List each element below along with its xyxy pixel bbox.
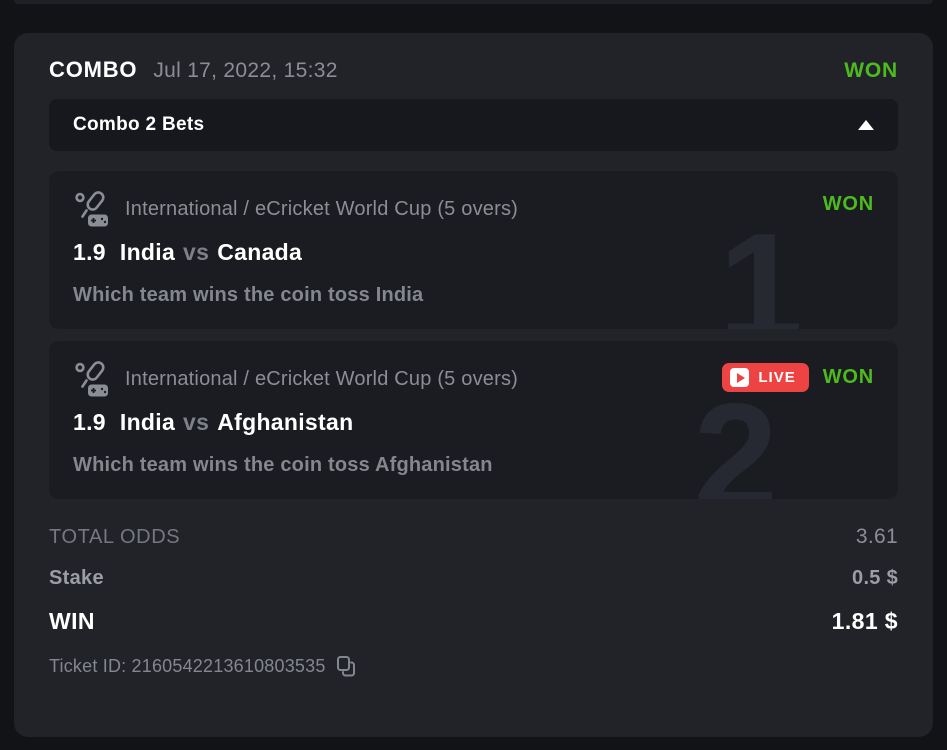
esports-cricket-icon <box>75 361 108 397</box>
match-row: 1.9 India vs Afghanistan <box>73 409 874 436</box>
live-badge: LIVE <box>722 363 809 392</box>
away-team: Canada <box>217 239 303 265</box>
bet-ticket-card: COMBO Jul 17, 2022, 15:32 WON Combo 2 Be… <box>14 33 933 737</box>
league-row: International / eCricket World Cup (5 ov… <box>73 361 874 397</box>
previous-card-edge <box>14 0 933 4</box>
market-label: Which team wins the coin toss Afghanista… <box>73 454 493 476</box>
win-value: 1.81 $ <box>831 608 898 634</box>
stake-label: Stake <box>49 567 104 589</box>
combo-toggle-bar[interactable]: Combo 2 Bets <box>49 99 898 151</box>
match-row: 1.9 India vs Canada <box>73 239 874 266</box>
live-label: LIVE <box>758 369 796 386</box>
stake-row: Stake 0.5 $ <box>49 567 898 590</box>
ticket-id-label: Ticket ID: 2160542213610803535 <box>49 655 326 676</box>
league-label: International / eCricket World Cup (5 ov… <box>125 197 519 220</box>
stake-value: 0.5 $ <box>852 567 898 589</box>
bet-status-badge: WON <box>822 193 874 215</box>
bet-card: 2 International / eCricket World Cup (5 … <box>49 341 898 499</box>
bet-card: 1 International / eCricket World Cup (5 … <box>49 171 898 329</box>
total-odds-label: TOTAL ODDS <box>49 526 181 548</box>
odds-value: 1.9 <box>73 239 106 265</box>
esports-cricket-icon <box>75 191 108 227</box>
chevron-up-icon <box>858 120 874 130</box>
total-odds-value: 3.61 <box>855 525 898 548</box>
odds-value: 1.9 <box>73 409 106 435</box>
vs-label: vs <box>183 239 210 265</box>
play-icon <box>730 368 750 387</box>
bet-number-watermark: 1 <box>718 202 803 329</box>
ticket-status-badge: WON <box>844 59 898 82</box>
home-team: India <box>119 239 176 265</box>
ticket-header: COMBO Jul 17, 2022, 15:32 WON <box>49 57 898 83</box>
home-team: India <box>119 409 176 435</box>
bet-status-badge: WON <box>822 366 874 388</box>
total-odds-row: TOTAL ODDS 3.61 <box>49 525 898 549</box>
win-label: WIN <box>49 608 95 634</box>
league-label: International / eCricket World Cup (5 ov… <box>125 367 519 390</box>
combo-bar-label: Combo 2 Bets <box>73 114 205 135</box>
market-label: Which team wins the coin toss India <box>73 284 424 306</box>
vs-label: vs <box>183 409 210 435</box>
win-row: WIN 1.81 $ <box>49 608 898 635</box>
bet-status-row: WON <box>823 193 874 216</box>
copy-icon <box>336 656 355 677</box>
league-row: International / eCricket World Cup (5 ov… <box>73 191 874 227</box>
away-team: Afghanistan <box>217 409 354 435</box>
bet-date: Jul 17, 2022, 15:32 <box>153 59 338 82</box>
ticket-id-value: 2160542213610803535 <box>131 655 326 676</box>
bet-type-label: COMBO <box>49 57 138 82</box>
bet-status-row: LIVE WON <box>722 363 874 392</box>
ticket-id-row: Ticket ID: 2160542213610803535 <box>49 655 898 677</box>
bet-number-watermark: 2 <box>693 372 778 499</box>
copy-ticket-id-button[interactable] <box>336 655 356 677</box>
